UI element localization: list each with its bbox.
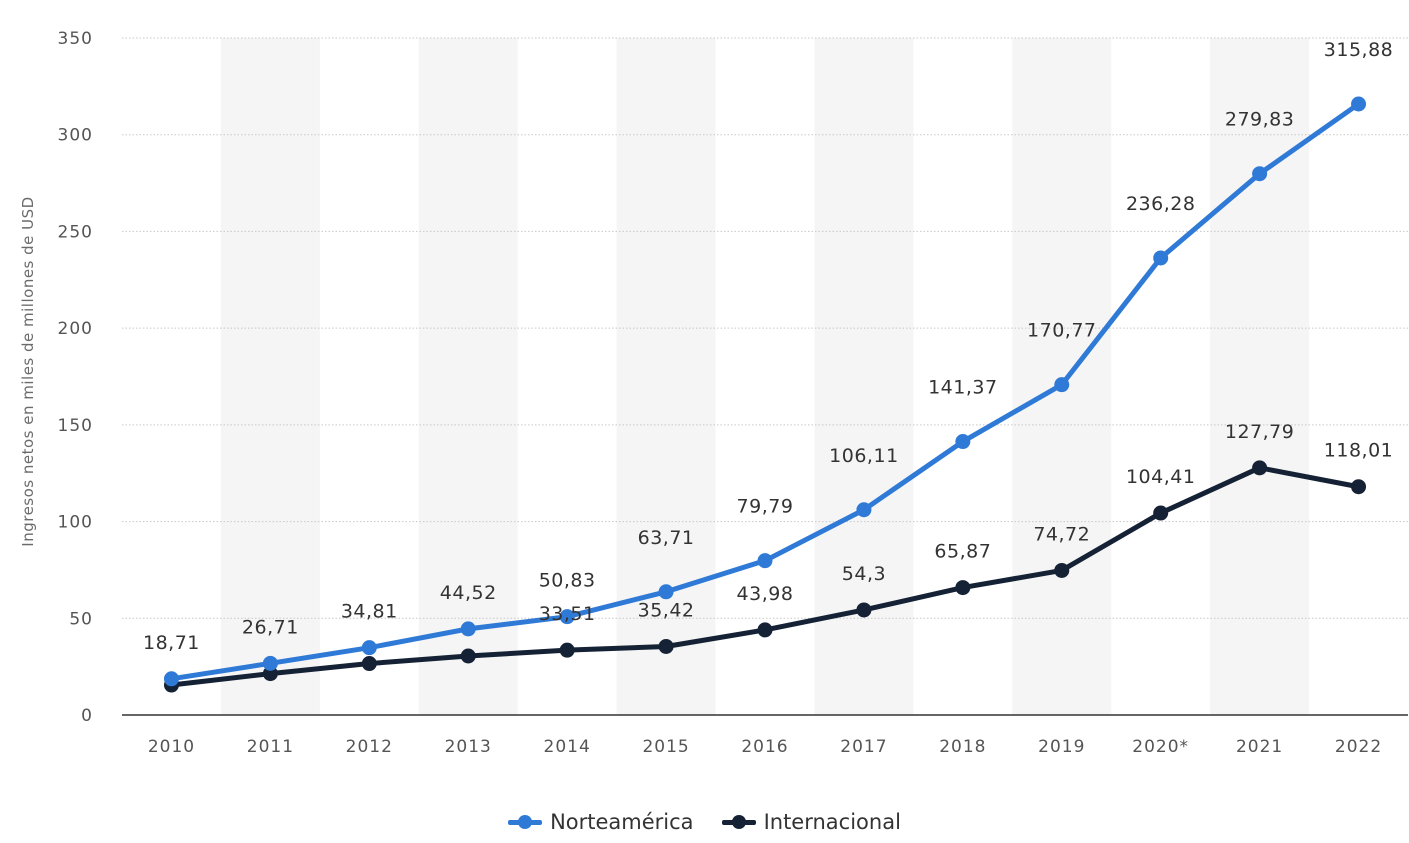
data-point[interactable] bbox=[757, 553, 773, 569]
data-point[interactable] bbox=[658, 638, 674, 654]
data-label: 279,83 bbox=[1225, 109, 1294, 131]
data-label: 54,3 bbox=[842, 563, 886, 585]
data-label: 33,51 bbox=[539, 603, 596, 625]
y-tick-label: 200 bbox=[58, 319, 93, 339]
column-band bbox=[418, 38, 518, 715]
data-label: 74,72 bbox=[1033, 523, 1090, 545]
column-band bbox=[1210, 38, 1310, 715]
x-axis-ticks: 2010 2011 2012 2013 2014 2015 2016 2017 2018 2019… bbox=[148, 737, 1382, 757]
data-point[interactable] bbox=[1252, 166, 1268, 182]
data-point[interactable] bbox=[658, 584, 674, 600]
data-point[interactable] bbox=[955, 580, 971, 596]
x-tick-label: 2021 bbox=[1236, 737, 1283, 757]
data-label: 34,81 bbox=[341, 601, 398, 623]
data-point[interactable] bbox=[1351, 479, 1367, 495]
y-tick-label: 350 bbox=[58, 29, 93, 49]
data-point[interactable] bbox=[955, 434, 971, 450]
series-layer bbox=[163, 96, 1367, 693]
data-label: 104,41 bbox=[1126, 466, 1195, 488]
x-tick-label: 2013 bbox=[445, 737, 492, 757]
x-tick-label: 2012 bbox=[346, 737, 393, 757]
x-tick-label: 2015 bbox=[642, 737, 689, 757]
data-label: 65,87 bbox=[934, 541, 991, 563]
data-point[interactable] bbox=[1054, 377, 1070, 393]
data-point[interactable] bbox=[559, 642, 575, 658]
x-tick-label: 2016 bbox=[741, 737, 788, 757]
data-point[interactable] bbox=[361, 656, 377, 672]
y-axis-ticks: 0 50 100 150 200 250 300 350 bbox=[58, 29, 93, 726]
data-label: 141,37 bbox=[928, 377, 997, 399]
x-tick-label: 2022 bbox=[1335, 737, 1382, 757]
y-tick-label: 150 bbox=[58, 416, 93, 436]
data-point[interactable] bbox=[1153, 250, 1169, 266]
data-label: 79,79 bbox=[737, 496, 794, 518]
column-band bbox=[220, 38, 320, 715]
data-point[interactable] bbox=[856, 502, 872, 518]
y-tick-label: 100 bbox=[58, 513, 93, 533]
data-point[interactable] bbox=[460, 648, 476, 664]
data-label: 43,98 bbox=[737, 583, 794, 605]
data-point[interactable] bbox=[460, 621, 476, 637]
data-point[interactable] bbox=[262, 655, 278, 671]
data-point[interactable] bbox=[163, 671, 179, 687]
x-tick-label: 2014 bbox=[544, 737, 591, 757]
y-tick-label: 250 bbox=[58, 222, 93, 242]
y-axis-title: Ingresos netos en miles de millones de U… bbox=[19, 196, 37, 546]
x-tick-label: 2018 bbox=[939, 737, 986, 757]
y-tick-label: 50 bbox=[69, 609, 93, 629]
x-tick-label: 2020* bbox=[1132, 737, 1189, 757]
x-tick-label: 2010 bbox=[148, 737, 195, 757]
data-label: 127,79 bbox=[1225, 421, 1294, 443]
y-tick-label: 0 bbox=[81, 706, 93, 726]
data-point[interactable] bbox=[856, 602, 872, 618]
x-tick-label: 2017 bbox=[840, 737, 887, 757]
data-point[interactable] bbox=[1252, 460, 1268, 476]
x-tick-label: 2019 bbox=[1038, 737, 1085, 757]
data-label: 63,71 bbox=[638, 527, 695, 549]
data-point[interactable] bbox=[559, 609, 575, 625]
data-label: 106,11 bbox=[829, 445, 898, 467]
data-labels-layer: 18,71 26,71 34,81 44,52 50,83 63,71 79,79 106,1… bbox=[143, 39, 1393, 654]
legend: Norteamérica Internacional bbox=[0, 810, 1409, 834]
data-point[interactable] bbox=[757, 622, 773, 638]
data-label: 50,83 bbox=[539, 570, 596, 592]
data-point[interactable] bbox=[262, 666, 278, 682]
data-point[interactable] bbox=[361, 640, 377, 656]
legend-swatch-norteamerica bbox=[508, 815, 543, 829]
data-label: 35,42 bbox=[638, 599, 695, 621]
data-label: 315,88 bbox=[1324, 39, 1393, 61]
legend-label-internacional: Internacional bbox=[763, 810, 901, 834]
data-point[interactable] bbox=[1351, 96, 1367, 112]
data-label: 236,28 bbox=[1126, 193, 1195, 215]
data-point[interactable] bbox=[1054, 562, 1070, 578]
legend-label-norteamerica: Norteamérica bbox=[550, 810, 694, 834]
data-label: 118,01 bbox=[1324, 440, 1393, 462]
data-label: 44,52 bbox=[440, 582, 497, 604]
data-label: 18,71 bbox=[143, 632, 200, 654]
y-tick-label: 300 bbox=[58, 126, 93, 146]
legend-item-internacional[interactable]: Internacional bbox=[721, 810, 901, 834]
x-tick-label: 2011 bbox=[247, 737, 294, 757]
data-label: 170,77 bbox=[1027, 320, 1096, 342]
column-bands bbox=[220, 38, 1310, 715]
legend-swatch-internacional bbox=[721, 815, 756, 829]
data-point[interactable] bbox=[1153, 505, 1169, 521]
data-label: 26,71 bbox=[242, 616, 299, 638]
legend-item-norteamerica[interactable]: Norteamérica bbox=[508, 810, 694, 834]
column-band bbox=[1012, 38, 1112, 715]
